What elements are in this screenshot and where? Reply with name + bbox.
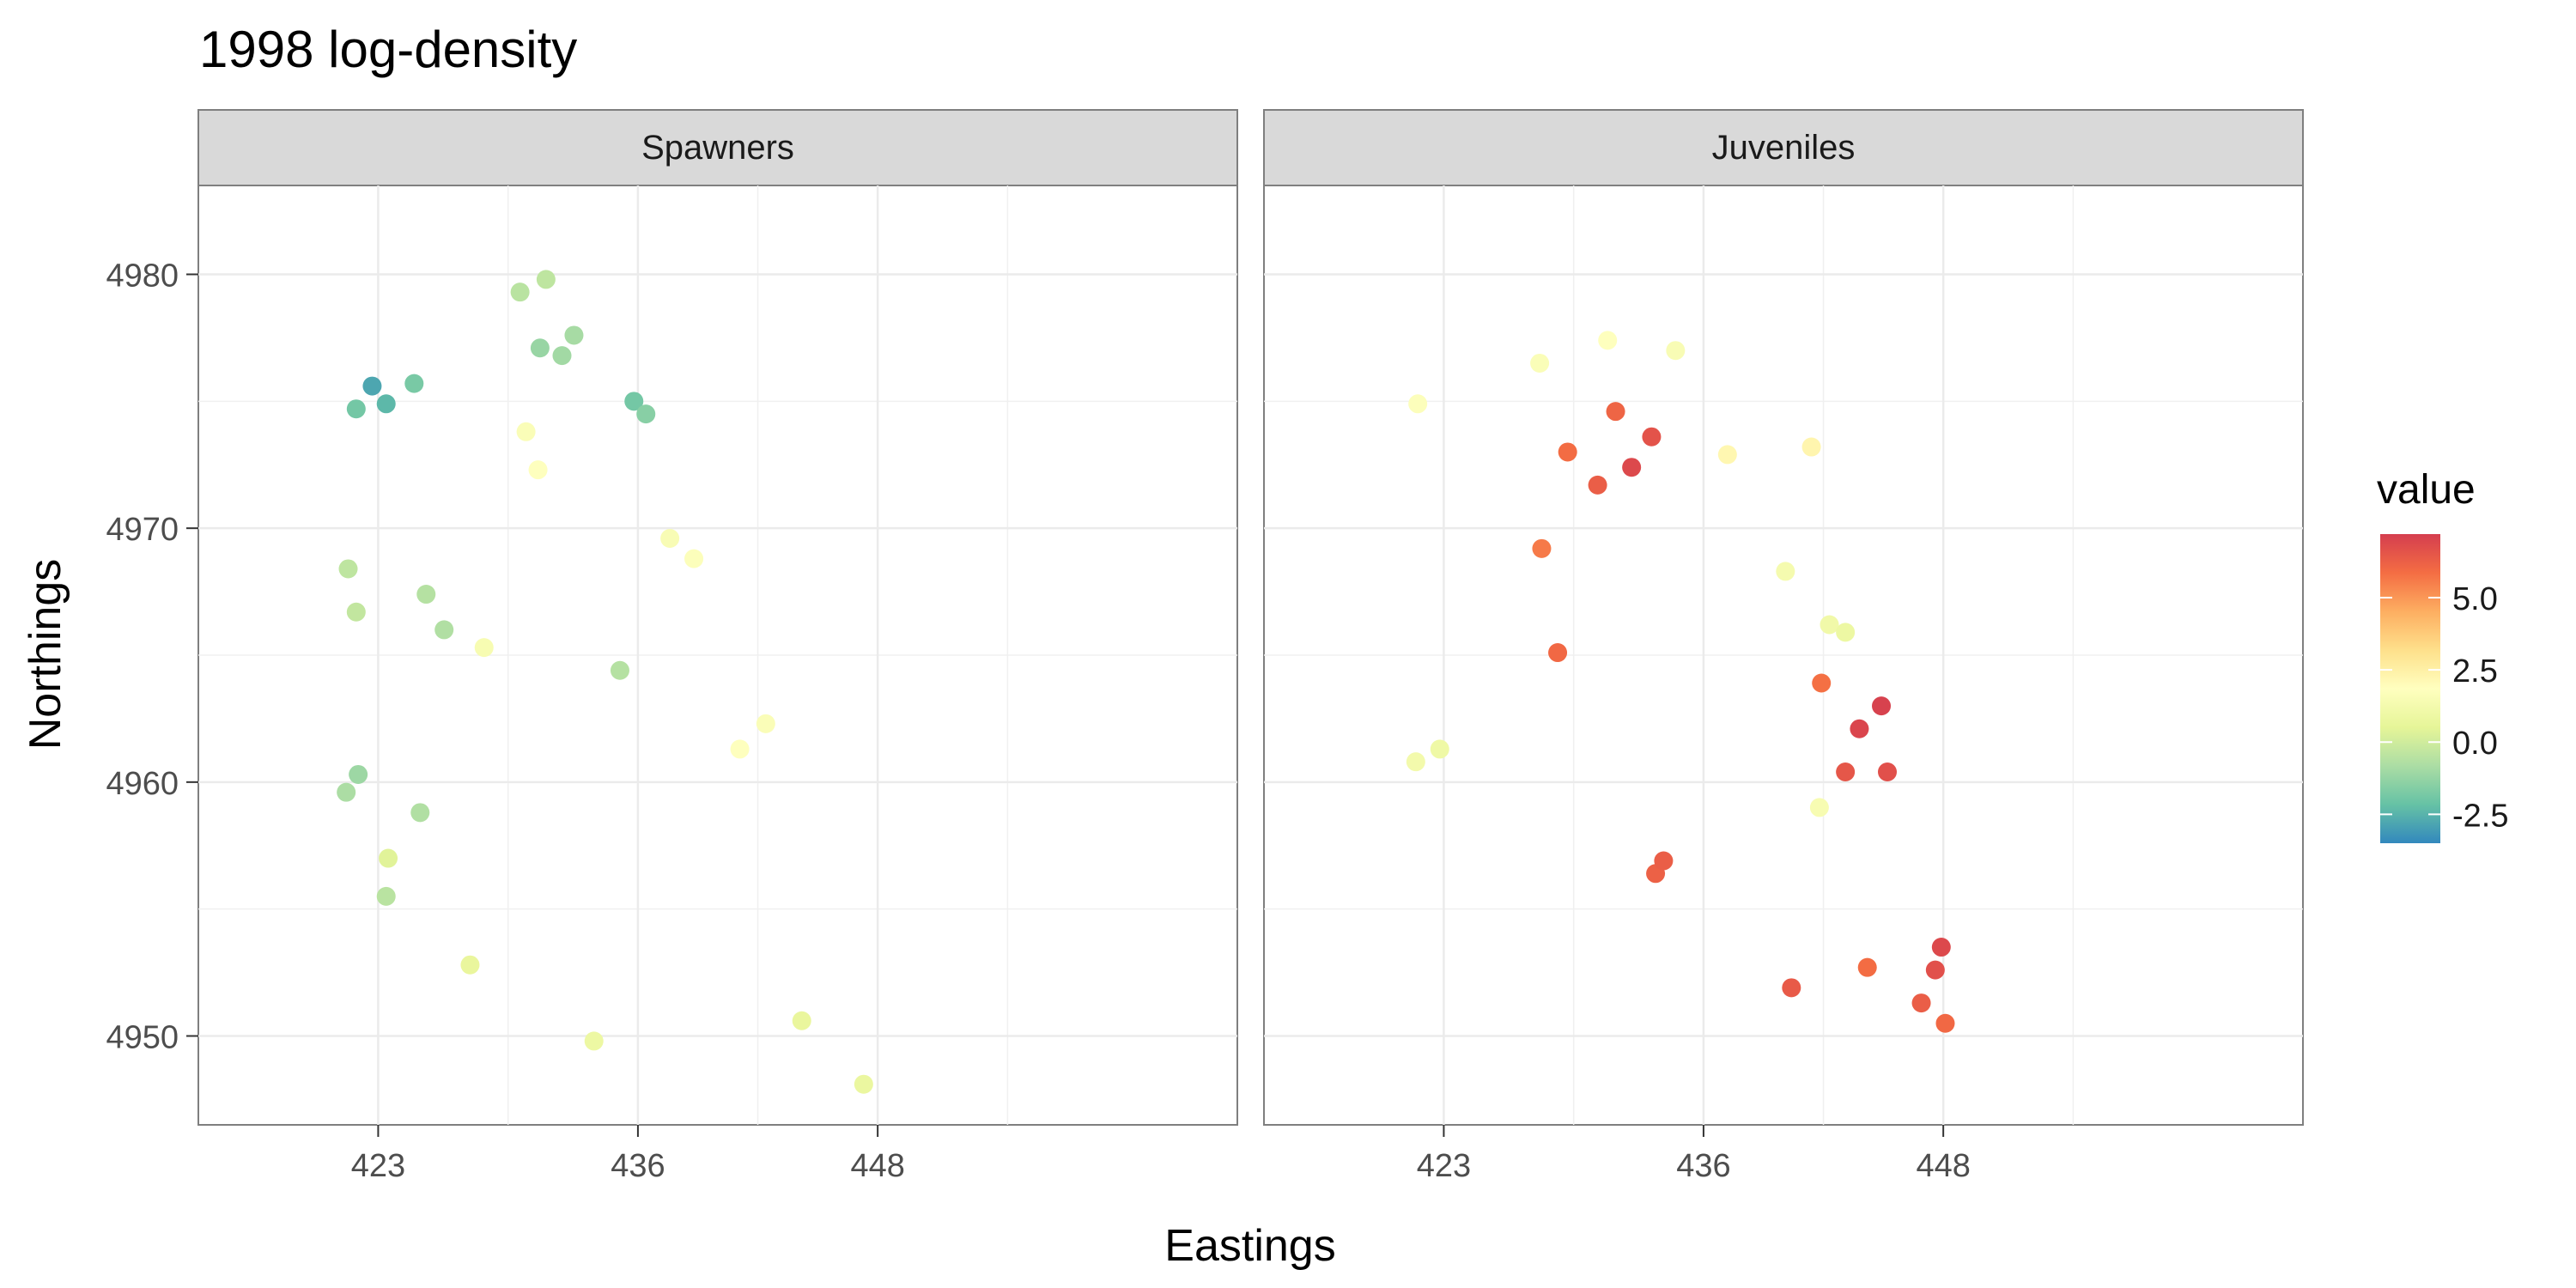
data-point	[1809, 798, 1829, 817]
data-point	[346, 399, 366, 419]
data-point	[349, 764, 368, 784]
facet-label-spawners: Spawners	[641, 129, 794, 167]
data-point	[1872, 696, 1892, 716]
facet-strip-juveniles	[1263, 109, 2304, 186]
data-point	[1622, 458, 1642, 477]
points-spawners	[337, 270, 873, 1094]
data-point	[516, 422, 536, 441]
data-point	[1588, 475, 1607, 495]
data-point	[610, 660, 629, 680]
x-axis-spawners: 423 436 448	[351, 1125, 905, 1184]
data-point	[660, 528, 680, 548]
data-point	[379, 848, 398, 868]
data-point	[1717, 445, 1737, 465]
data-point	[624, 392, 644, 411]
legend: value -2.5 0.0 2.5 5.0	[2377, 467, 2508, 843]
y-axis-title: Northings	[21, 559, 70, 750]
data-point	[1532, 538, 1552, 558]
data-point	[1598, 331, 1618, 350]
data-point	[410, 803, 430, 823]
data-point	[1530, 353, 1550, 373]
data-point	[1654, 851, 1674, 871]
facet-label-juveniles: Juveniles	[1712, 129, 1856, 167]
data-point	[528, 460, 548, 480]
data-point	[792, 1011, 811, 1030]
data-point	[404, 374, 424, 393]
data-point	[530, 338, 550, 358]
data-point	[338, 559, 358, 579]
data-point	[1801, 437, 1821, 457]
data-point	[1782, 978, 1801, 998]
x-tick-label: 436	[611, 1148, 665, 1184]
data-point	[756, 714, 775, 733]
data-point	[376, 394, 396, 414]
data-point	[510, 283, 530, 302]
x-axis-title: Eastings	[1164, 1221, 1335, 1271]
facet-strip-spawners	[197, 109, 1238, 186]
chart-title: 1998 log-density	[199, 21, 577, 78]
x-tick-label: 436	[1676, 1148, 1730, 1184]
data-point	[552, 346, 572, 366]
data-point	[376, 886, 396, 906]
y-tick-label: 4970	[106, 512, 179, 548]
data-point	[564, 325, 584, 345]
data-point	[1820, 615, 1839, 635]
legend-ticks: -2.5 0.0 2.5 5.0	[2380, 581, 2508, 834]
data-point	[460, 955, 480, 975]
data-point	[337, 782, 356, 802]
data-point	[434, 620, 454, 640]
x-tick-label: 423	[351, 1148, 405, 1184]
legend-tick-label: -2.5	[2452, 798, 2508, 834]
data-point	[1878, 762, 1897, 782]
data-point	[1548, 643, 1568, 663]
legend-colorbar	[2380, 534, 2440, 843]
data-point	[1935, 1013, 1955, 1033]
facet-spawners: Spawners	[197, 109, 1238, 1126]
data-point	[854, 1074, 873, 1094]
data-point	[1666, 341, 1686, 361]
data-point	[1836, 762, 1856, 782]
data-point	[1642, 427, 1662, 447]
y-tick-label: 4980	[106, 258, 179, 294]
legend-tick-label: 0.0	[2452, 726, 2498, 762]
gridlines-juveniles	[1264, 185, 2303, 1125]
x-tick-label: 448	[1916, 1148, 1970, 1184]
gridlines-spawners	[198, 185, 1237, 1125]
y-tick-label: 4950	[106, 1020, 179, 1056]
x-tick-label: 423	[1417, 1148, 1471, 1184]
data-point	[1558, 442, 1577, 462]
data-point	[1931, 938, 1951, 957]
data-point	[1836, 623, 1856, 642]
data-point	[636, 404, 656, 424]
x-tick-label: 448	[850, 1148, 904, 1184]
data-point	[1606, 402, 1625, 422]
data-point	[346, 602, 366, 622]
facet-juveniles: Juveniles	[1263, 109, 2304, 1126]
y-axis: 4950 4960 4970 4980	[106, 258, 198, 1056]
x-axis-juveniles: 423 436 448	[1417, 1125, 1971, 1184]
data-point	[730, 739, 750, 759]
data-point	[362, 376, 382, 396]
y-tick-label: 4960	[106, 766, 179, 802]
data-point	[1925, 960, 1945, 980]
data-point	[1776, 562, 1795, 581]
data-point	[1857, 957, 1877, 977]
data-point	[1911, 993, 1931, 1013]
legend-tick-label: 5.0	[2452, 581, 2498, 617]
data-point	[584, 1031, 604, 1051]
data-point	[1850, 719, 1869, 738]
data-point	[1408, 394, 1428, 414]
data-point	[536, 270, 556, 289]
data-point	[1812, 673, 1832, 693]
data-point	[474, 638, 494, 658]
points-juveniles	[1406, 331, 1955, 1033]
legend-tick-label: 2.5	[2452, 653, 2498, 690]
data-point	[1430, 739, 1449, 759]
legend-title: value	[2377, 467, 2476, 513]
data-point	[684, 549, 704, 568]
data-point	[416, 585, 436, 605]
data-point	[1406, 752, 1425, 772]
